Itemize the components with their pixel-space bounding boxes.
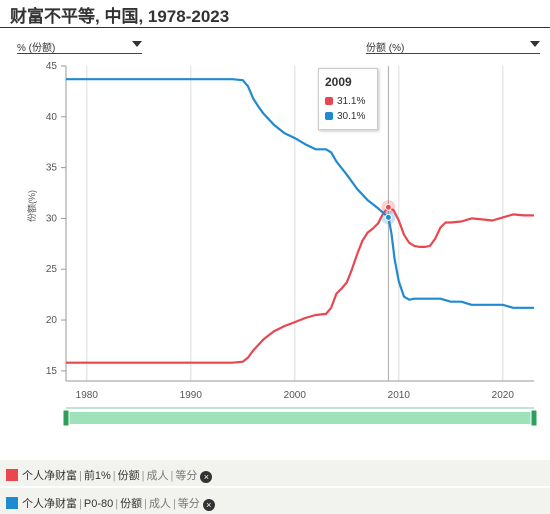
legend-entry-p0-80: 个人净财富 | P0-80 | 份额 | 成人 | 等分 × xyxy=(0,488,550,514)
chevron-down-icon xyxy=(132,41,142,47)
tooltip-swatch-blue xyxy=(325,112,333,120)
tooltip-row-top1: 31.1% xyxy=(325,96,365,107)
page-title: 财富不平等, 中国, 1978-2023 xyxy=(10,7,230,26)
x-tick-label: 1990 xyxy=(180,390,203,401)
legend-swatch-blue xyxy=(6,497,18,509)
y-tick-label: 15 xyxy=(46,366,58,377)
y-tick-label: 30 xyxy=(46,213,58,224)
range-handle-left[interactable] xyxy=(62,409,70,427)
unit-selector[interactable]: % (份额) xyxy=(17,37,142,54)
legend-part: 等分 xyxy=(177,498,200,510)
highlight-point xyxy=(384,213,392,221)
legend-part: 个人净财富 xyxy=(22,498,77,510)
legend-part: 个人净财富 xyxy=(22,470,77,482)
x-tick-label: 2010 xyxy=(388,390,411,401)
series-line-top1 xyxy=(66,206,534,364)
legend-part: 前1% xyxy=(83,470,111,482)
legend-label-top1: 个人净财富 | 前1% | 份额 | 成人 | 等分 × xyxy=(6,467,213,483)
highlight-point xyxy=(384,203,392,211)
x-tick-label: 2020 xyxy=(492,390,515,401)
x-tick-label: 1980 xyxy=(76,390,99,401)
range-slider-fill xyxy=(66,412,534,424)
title-divider xyxy=(0,27,550,28)
legend-entry-top1: 个人净财富 | 前1% | 份额 | 成人 | 等分 × xyxy=(0,460,550,486)
y-tick-label: 45 xyxy=(46,61,58,72)
legend-part: 份额 xyxy=(120,498,143,510)
tooltip-year: 2009 xyxy=(325,75,352,89)
remove-series-icon[interactable]: × xyxy=(200,471,213,483)
legend-part: 成人 xyxy=(146,470,169,482)
tooltip-swatch-red xyxy=(325,97,333,105)
y-axis-title: 份额(%) xyxy=(27,190,37,222)
legend-swatch-red xyxy=(6,469,18,481)
unit-selector-label: % (份额) xyxy=(17,43,56,54)
line-chart: 15 20 25 30 35 40 45 1980 1990 2000 2010 2020 xyxy=(46,61,538,427)
chevron-down-icon xyxy=(530,41,540,47)
chart-tooltip: 2009 31.1% 30.1% xyxy=(318,68,378,130)
legend-part: P0-80 xyxy=(83,498,114,510)
legend-label-p0-80: 个人净财富 | P0-80 | 份额 | 成人 | 等分 × xyxy=(6,495,215,511)
range-handle-right[interactable] xyxy=(530,409,538,427)
legend-part: 成人 xyxy=(148,498,171,510)
tooltip-row-p0-80: 30.1% xyxy=(325,111,365,122)
legend-part: 份额 xyxy=(117,470,140,482)
remove-series-icon[interactable]: × xyxy=(202,499,215,511)
indicator-selector[interactable]: 份额 (%) xyxy=(366,37,540,54)
legend-part: 等分 xyxy=(175,470,198,482)
y-tick-label: 20 xyxy=(46,315,58,326)
tooltip-value-p0-80: 30.1% xyxy=(337,111,366,122)
y-tick-label: 25 xyxy=(46,264,58,275)
tooltip-value-top1: 31.1% xyxy=(337,96,366,107)
x-tick-label: 2000 xyxy=(284,390,307,401)
series-line-p0-80 xyxy=(66,78,534,309)
y-tick-label: 35 xyxy=(46,163,58,174)
y-tick-label: 40 xyxy=(46,112,58,123)
indicator-selector-label: 份额 (%) xyxy=(366,43,405,54)
